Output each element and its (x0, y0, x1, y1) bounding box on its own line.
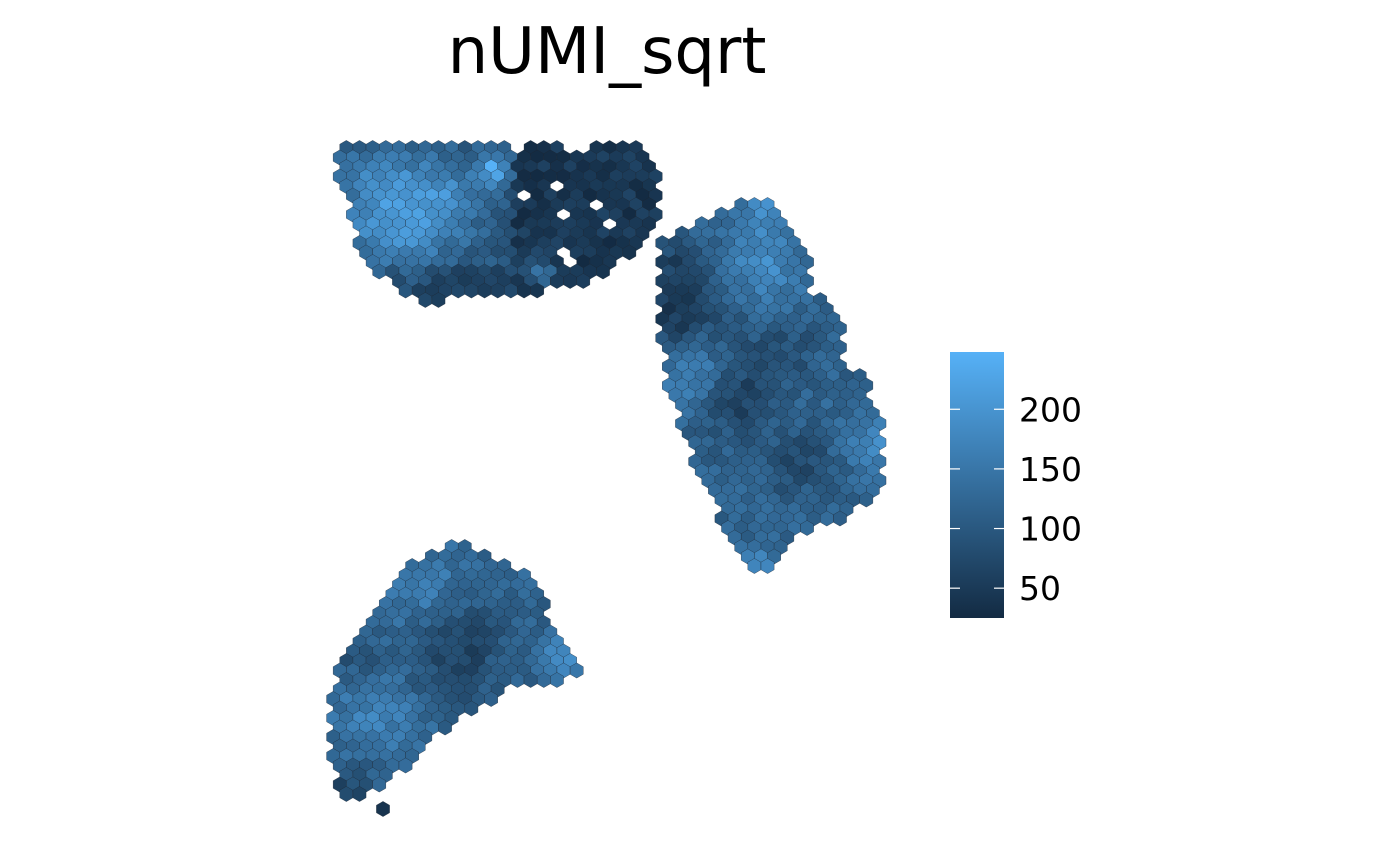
colorbar: 50 100 150 200 (950, 352, 1082, 618)
spot-hexagon (800, 520, 814, 536)
spot-hexagon (484, 691, 498, 707)
spot-hexagon (431, 292, 446, 308)
spot-hexagon (833, 510, 847, 527)
colorbar-tick-label: 150 (1019, 450, 1082, 489)
spot-hexagon (464, 700, 479, 717)
colorbar-ticks: 50 100 150 200 (950, 390, 1082, 608)
spot-hexagon (622, 244, 637, 261)
spot-hexagon (530, 282, 544, 299)
colorbar-gradient (950, 352, 1004, 618)
spot-hexagon (376, 801, 390, 817)
spot-hexagon (438, 719, 452, 736)
spot-hexagon (576, 273, 591, 289)
spot-hexagon (760, 558, 775, 574)
spot-hexagon (596, 263, 610, 280)
spot-layer (326, 140, 887, 817)
spot-hexagon (569, 662, 584, 679)
colorbar-tick-label: 200 (1019, 390, 1082, 429)
chart-title: nUMI_sqrt (448, 15, 767, 89)
colorbar-tick-label: 100 (1019, 510, 1082, 549)
colorbar-tick-label: 50 (1019, 569, 1061, 608)
spot-hexagon (859, 491, 874, 508)
spot-hexagon (550, 672, 564, 688)
spot-hexagon (372, 776, 386, 793)
spot-hexagon (352, 786, 367, 802)
spot-hexagon (398, 757, 413, 774)
